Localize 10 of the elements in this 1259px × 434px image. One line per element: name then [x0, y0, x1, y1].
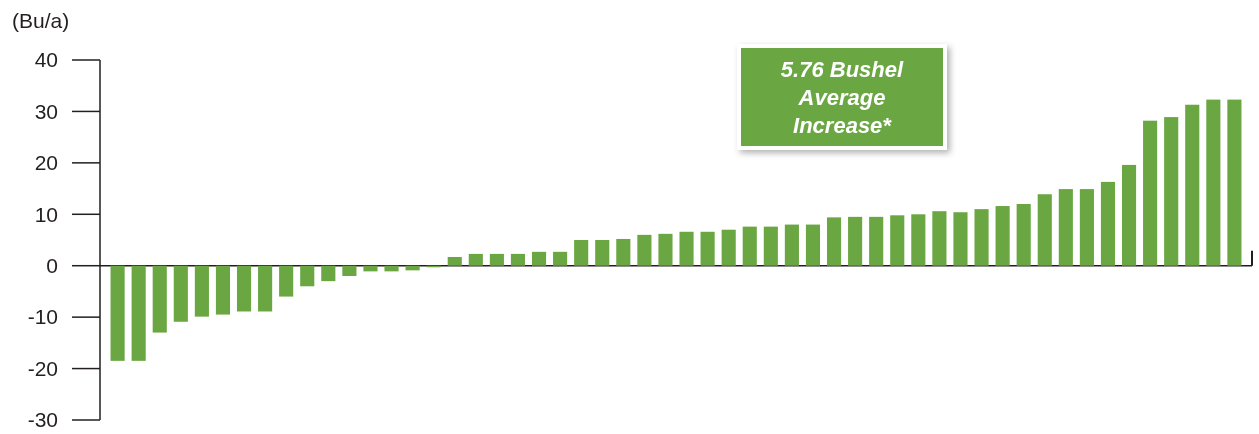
y-tick-label: -20 [27, 356, 58, 380]
y-tick-label: -30 [27, 408, 58, 432]
y-tick-label: 40 [34, 48, 58, 72]
annotation: 5.76 Bushel Average Increase* [780, 56, 905, 138]
y-tick-label: 10 [34, 202, 58, 226]
y-axis-title: (Bu/a) [12, 9, 70, 32]
y-tick-label: -10 [27, 305, 58, 329]
y-tick-label: 0 [46, 254, 58, 278]
y-tick-label: 30 [34, 99, 58, 123]
y-tick-label: 20 [34, 151, 58, 175]
